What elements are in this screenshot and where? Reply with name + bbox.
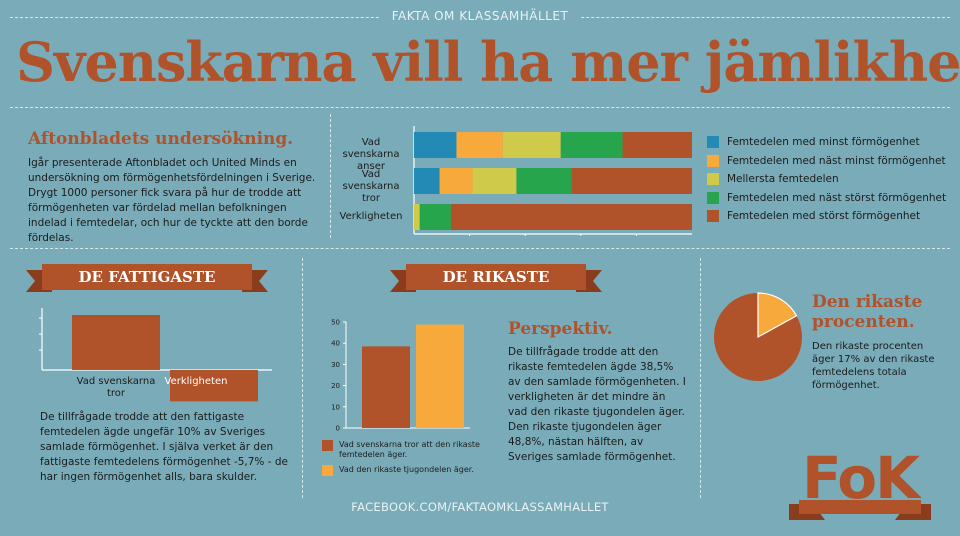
poor-bar-chart: Vad svenskarna tror Verkligheten <box>39 308 272 402</box>
logo-text: FoK <box>802 444 922 512</box>
kicker-text: FAKTA OM KLASSAMHÄLLET <box>379 9 581 23</box>
ribbon-fattigaste-label: DE FATTIGASTE <box>42 264 252 290</box>
stacked-bar-segment <box>419 204 451 230</box>
legend-label-q4: Femtedelen med näst störst förmögenhet <box>727 191 947 204</box>
title-rule <box>10 107 950 108</box>
rich-legend-item-1: Vad svenskarna tror att den rikaste femt… <box>322 440 498 460</box>
poor-bar <box>170 370 258 402</box>
page-title: Svenskarna vill ha mer jämlikhet. <box>16 30 960 94</box>
fok-logo: FoK <box>785 438 935 528</box>
rich-legend-item-2: Vad den rikaste tjugondelen äger. <box>322 465 498 476</box>
legend-item-q2: Femtedelen med näst minst förmögenhet <box>707 152 946 171</box>
rich-bar-chart: 0 10 20 30 40 50 <box>331 319 470 433</box>
poor-text: De tillfrågade trodde att den fattigaste… <box>40 411 289 483</box>
poor-label-tror: Vad svenskarna tror <box>77 376 156 399</box>
rich-bar <box>416 324 464 428</box>
perspektiv-heading: Perspektiv. <box>508 319 613 339</box>
ribbon-rikaste: DE RIKASTE <box>390 264 586 292</box>
stacked-bar-segment <box>622 132 692 158</box>
legend-item-q1: Femtedelen med minst förmögenhet <box>707 133 946 152</box>
left-divider <box>302 258 303 498</box>
rich-legend-label-1: Vad svenskarna tror att den rikaste femt… <box>339 440 480 459</box>
rich-legend-label-2: Vad den rikaste tjugondelen äger. <box>339 465 474 474</box>
perspektiv-text: De tillfrågade trodde att den rikaste fe… <box>508 346 686 463</box>
middle-rule <box>10 248 950 249</box>
row-label-tror: Vad svenskarna tror <box>342 169 400 204</box>
legend-swatch-q3 <box>707 173 719 186</box>
ribbon-fattigaste: DE FATTIGASTE <box>26 264 252 292</box>
pie-slice-top-percent <box>757 292 798 339</box>
stacked-bar-segment <box>560 132 623 158</box>
legend-item-q4: Femtedelen med näst störst förmögenhet <box>707 189 946 208</box>
footer-link[interactable]: FACEBOOK.COM/FAKTAOMKLASSAMHALLET <box>351 500 609 514</box>
poor-bar <box>72 315 160 370</box>
legend-label-q5: Femtedelen med störst förmögenhet <box>727 210 921 223</box>
rich-y-tick-label: 50 <box>331 319 340 327</box>
stacked-bar-chart <box>413 126 692 236</box>
stacked-bar-segment <box>472 168 517 194</box>
legend-swatch-q1 <box>707 136 719 149</box>
pie-chart <box>714 292 802 381</box>
rich-legend-swatch-1 <box>322 440 333 451</box>
rich-y-tick-label: 0 <box>336 425 340 433</box>
topcent-text: Den rikaste procenten äger 17% av den ri… <box>812 341 935 391</box>
intro-text: Igår presenterade Aftonbladet och United… <box>28 157 316 244</box>
rich-y-tick-label: 10 <box>331 403 340 411</box>
stacked-bar-segment <box>502 132 561 158</box>
legend-swatch-q2 <box>707 154 719 167</box>
stacked-bar-segment <box>439 168 473 194</box>
stacked-bar-segment <box>450 204 692 230</box>
row-label-anser: Vad svenskarna anser <box>342 137 400 172</box>
legend-label-q3: Mellersta femtedelen <box>727 173 839 186</box>
stacked-bar-segment <box>414 132 457 158</box>
rich-legend: Vad svenskarna tror att den rikaste femt… <box>322 440 498 476</box>
stacked-chart-legend: Femtedelen med minst förmögenhet Femtede… <box>707 133 946 226</box>
stacked-bar-segment <box>516 168 572 194</box>
rich-bar <box>362 346 410 428</box>
ribbon-rikaste-label: DE RIKASTE <box>406 264 586 290</box>
stacked-bar-segment <box>571 168 692 194</box>
kicker: FAKTA OM KLASSAMHÄLLET <box>0 9 960 23</box>
rich-y-tick-label: 40 <box>331 340 340 348</box>
rich-y-tick-label: 30 <box>331 361 340 369</box>
legend-swatch-q4 <box>707 191 719 204</box>
legend-swatch-q5 <box>707 210 719 223</box>
stacked-bar-segment <box>414 204 420 230</box>
legend-label-q2: Femtedelen med näst minst förmögenhet <box>727 154 946 167</box>
right-divider <box>700 258 701 498</box>
row-label-verklighet: Verkligheten <box>339 211 403 222</box>
intro-heading: Aftonbladets undersökning. <box>28 129 294 149</box>
topcent-heading: Den rikaste procenten. <box>812 292 923 332</box>
legend-item-q5: Femtedelen med störst förmögenhet <box>707 207 946 226</box>
stacked-bar-segment <box>456 132 503 158</box>
rich-y-tick-label: 20 <box>331 382 340 390</box>
stacked-bar-segment <box>414 168 440 194</box>
rich-legend-swatch-2 <box>322 465 333 476</box>
legend-label-q1: Femtedelen med minst förmögenhet <box>727 136 920 149</box>
intro-divider <box>330 114 331 238</box>
legend-item-q3: Mellersta femtedelen <box>707 170 946 189</box>
poor-label-verklighet: Verkligheten <box>165 376 228 387</box>
